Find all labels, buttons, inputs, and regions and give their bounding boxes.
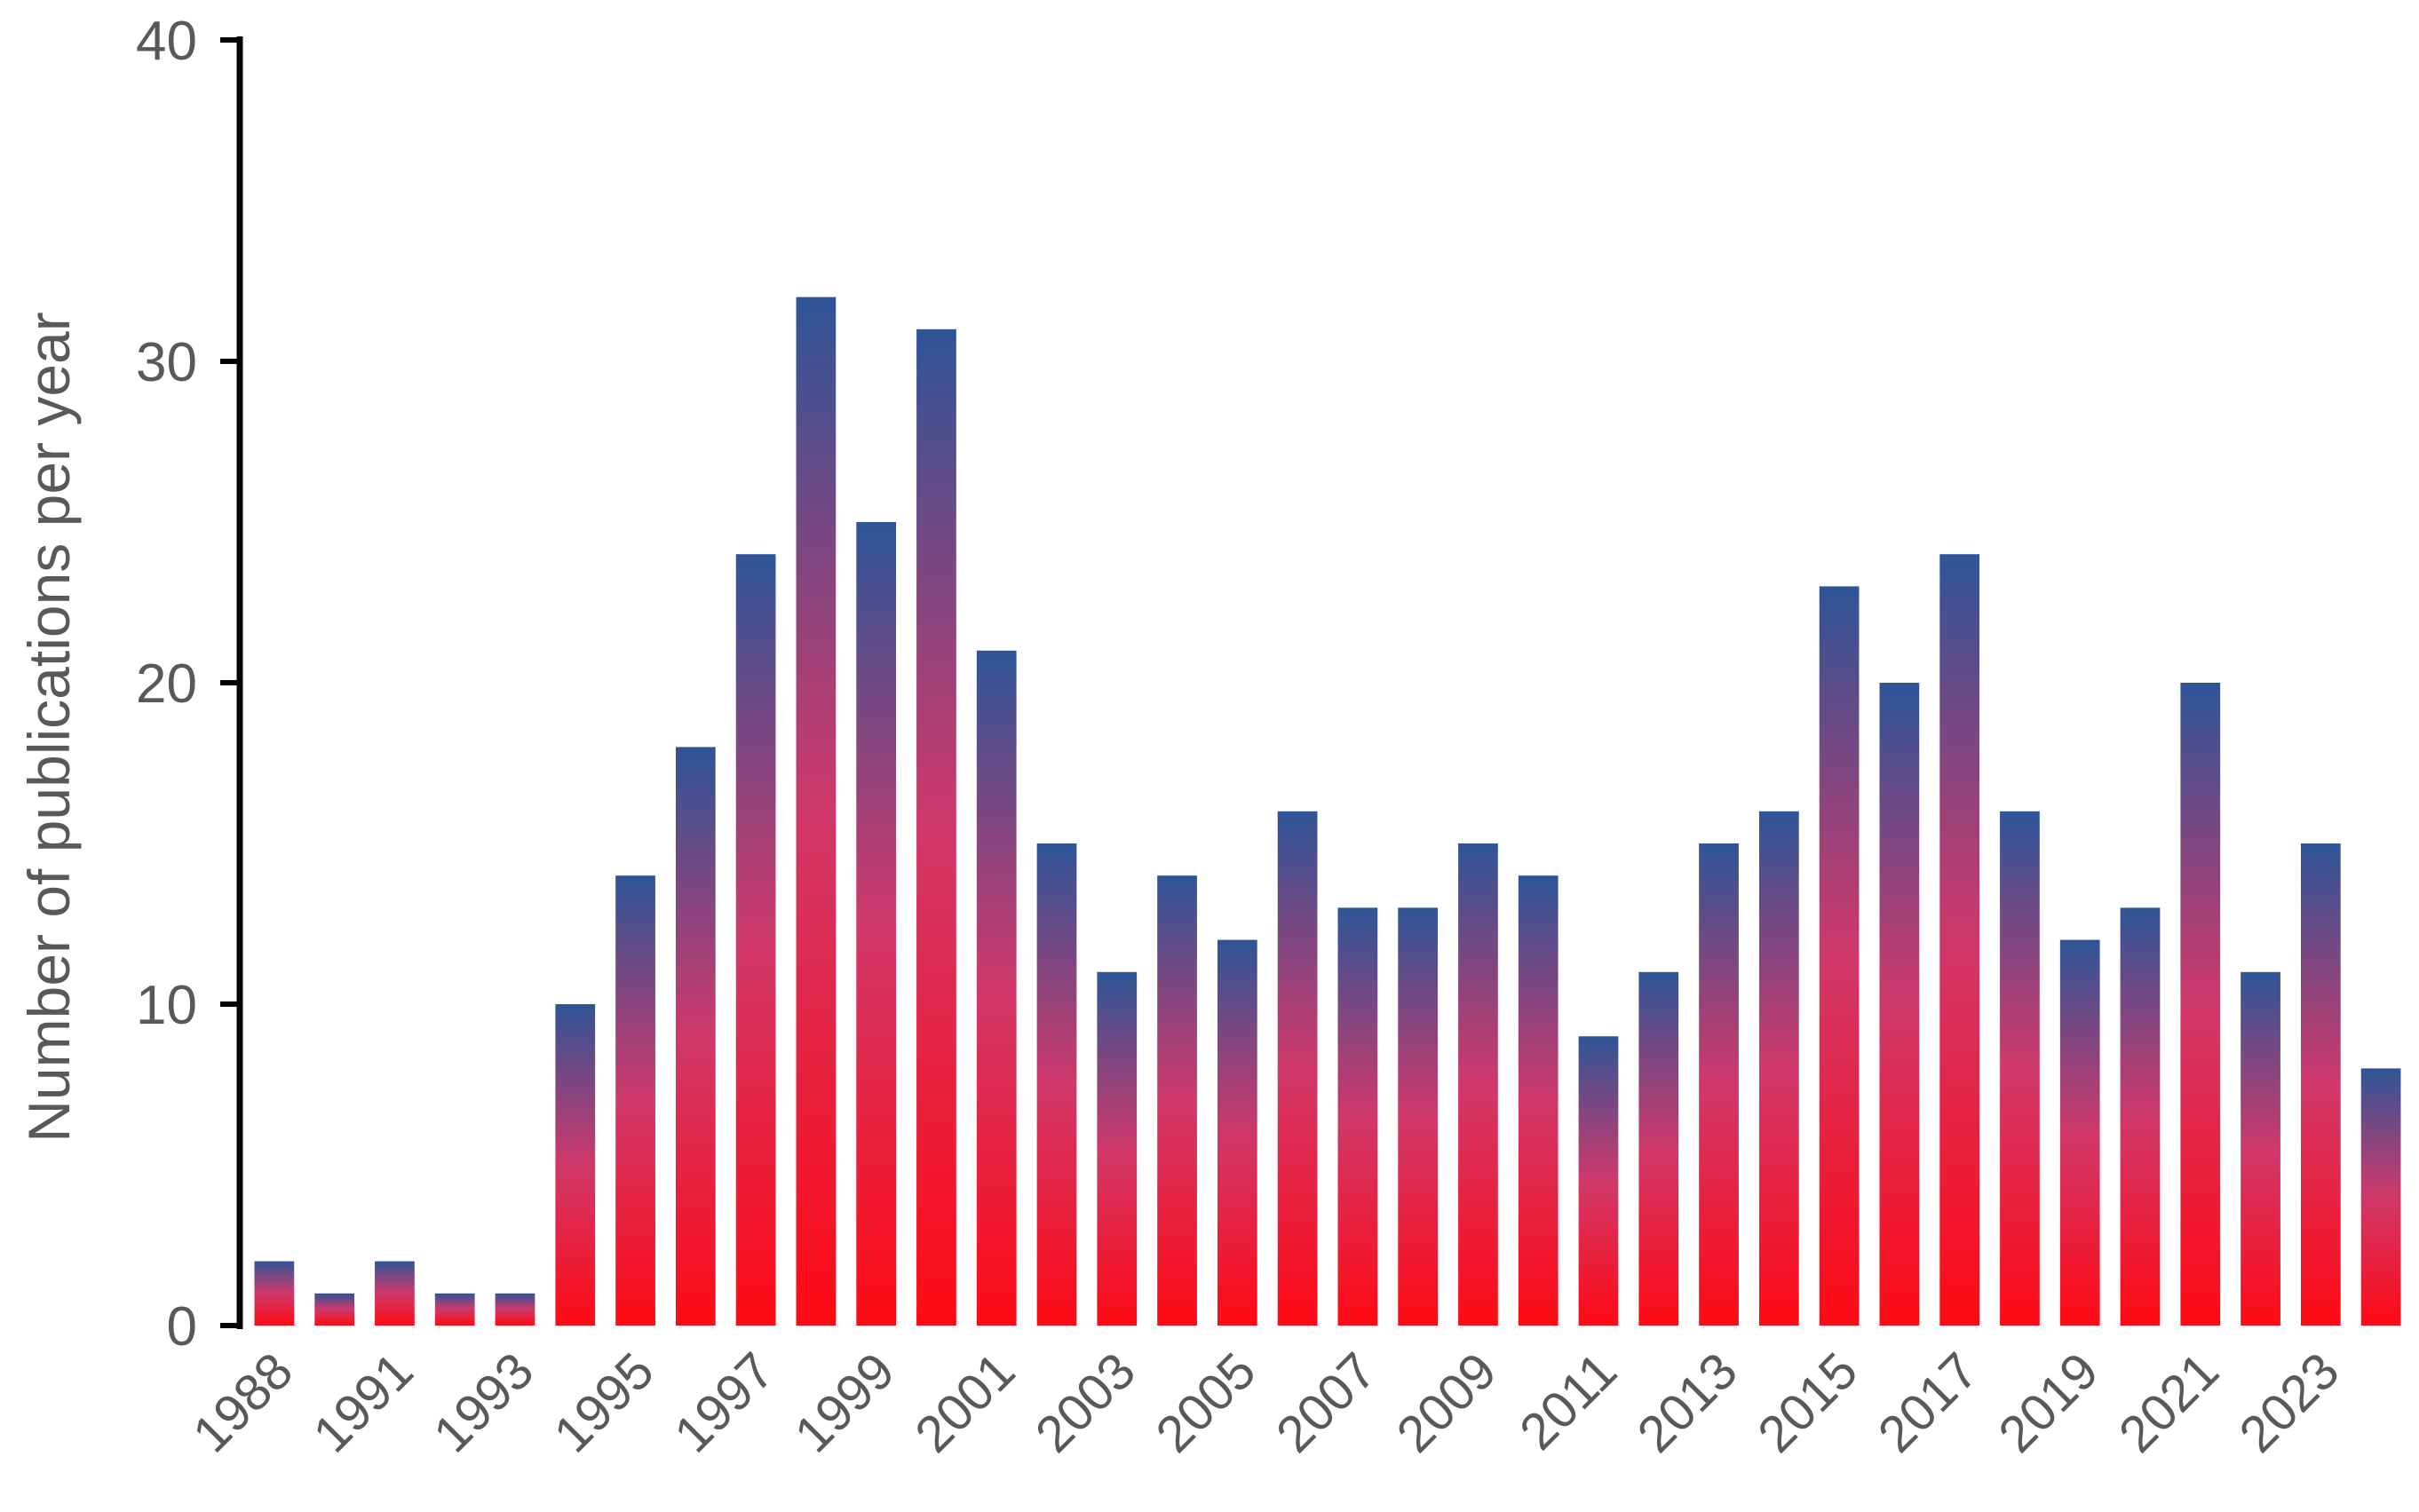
bar-22 xyxy=(1578,1036,1619,1326)
bar-19 xyxy=(1398,907,1439,1326)
bar-31 xyxy=(2120,907,2161,1326)
x-tick-label-2021: 2021 xyxy=(2108,1342,2230,1463)
bar-21 xyxy=(1518,875,1558,1326)
x-tick-labels: 1988199119931995199719992001200320052007… xyxy=(182,1342,2351,1463)
bar-28 xyxy=(1939,554,1980,1326)
bar-9 xyxy=(796,297,837,1326)
x-tick-label-1995: 1995 xyxy=(543,1342,665,1463)
bar-3 xyxy=(434,1293,475,1326)
x-tick-label-1991: 1991 xyxy=(302,1342,424,1463)
bar-25 xyxy=(1758,811,1799,1326)
bar-10 xyxy=(856,522,897,1326)
x-tick-label-1993: 1993 xyxy=(423,1342,544,1463)
x-tick-label-1999: 1999 xyxy=(784,1342,906,1463)
bar-23 xyxy=(1638,971,1679,1326)
y-tick-label-30: 30 xyxy=(136,332,197,393)
y-axis xyxy=(220,36,243,1329)
y-tick-label-0: 0 xyxy=(167,1296,197,1358)
x-tick-label-2013: 2013 xyxy=(1627,1342,1749,1463)
x-tick-label-2017: 2017 xyxy=(1868,1342,1989,1463)
bar-8 xyxy=(735,554,776,1326)
bar-20 xyxy=(1458,843,1498,1326)
bar-14 xyxy=(1097,971,1138,1326)
x-tick-label-1997: 1997 xyxy=(663,1342,785,1463)
bar-13 xyxy=(1036,843,1077,1326)
x-tick-label-2009: 2009 xyxy=(1385,1342,1507,1463)
x-tick-label-2019: 2019 xyxy=(1987,1342,2109,1463)
x-tick-label-2003: 2003 xyxy=(1025,1342,1146,1463)
bar-34 xyxy=(2300,843,2341,1326)
bar-7 xyxy=(675,747,716,1326)
x-tick-label-2015: 2015 xyxy=(1747,1342,1868,1463)
bar-2 xyxy=(375,1261,415,1326)
bar-11 xyxy=(916,329,956,1326)
bar-32 xyxy=(2180,683,2221,1326)
y-tick-labels: 0 10 20 30 40 xyxy=(136,11,197,1358)
x-tick-label-2007: 2007 xyxy=(1265,1342,1387,1463)
bar-15 xyxy=(1157,875,1197,1326)
y-tick-label-10: 10 xyxy=(136,975,197,1036)
bar-0 xyxy=(254,1261,295,1326)
bar-29 xyxy=(2000,811,2040,1326)
bar-5 xyxy=(555,1004,596,1326)
bar-27 xyxy=(1879,683,1920,1326)
bar-16 xyxy=(1217,939,1257,1326)
bar-33 xyxy=(2241,971,2280,1326)
bar-12 xyxy=(976,650,1017,1326)
x-tick-label-2023: 2023 xyxy=(2228,1342,2350,1463)
y-tick-label-40: 40 xyxy=(136,11,197,72)
bar-30 xyxy=(2059,939,2100,1326)
x-tick-label-2005: 2005 xyxy=(1145,1342,1266,1463)
x-tick-label-2011: 2011 xyxy=(1509,1342,1628,1461)
x-tick-label-2001: 2001 xyxy=(904,1342,1026,1463)
y-axis-label: Number of publications per year xyxy=(16,312,82,1142)
bar-17 xyxy=(1277,811,1318,1326)
bar-35 xyxy=(2360,1068,2401,1326)
bar-1 xyxy=(314,1293,355,1326)
bar-4 xyxy=(495,1293,535,1326)
bars-group xyxy=(254,297,2401,1326)
y-tick-label-20: 20 xyxy=(136,653,197,715)
bar-18 xyxy=(1337,907,1378,1326)
bar-26 xyxy=(1819,586,1860,1326)
bar-6 xyxy=(615,875,655,1326)
x-tick-label-1988: 1988 xyxy=(182,1342,304,1463)
bar-24 xyxy=(1699,843,1739,1326)
